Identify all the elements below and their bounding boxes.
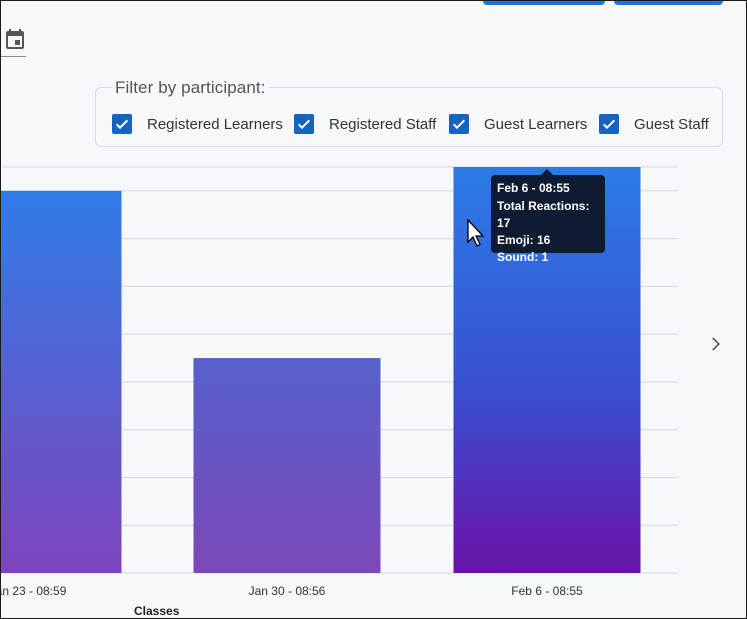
chart-tooltip: Feb 6 - 08:55 Total Reactions: 17 Emoji:…	[491, 169, 605, 264]
x-tick-label: Feb 6 - 08:55	[511, 584, 583, 598]
check-icon	[602, 119, 616, 130]
filter-label: Guest Learners	[484, 115, 588, 133]
checkbox-guest-learners[interactable]	[449, 114, 469, 134]
chart-tick-labels: Jan 23 - 08:59 Jan 30 - 08:56 Feb 6 - 08:5…	[1, 584, 583, 598]
x-tick-label: Jan 23 - 08:59	[1, 584, 67, 598]
calendar-icon[interactable]	[3, 27, 27, 51]
tooltip-title: Feb 6 - 08:55	[497, 181, 570, 195]
filter-guest-staff[interactable]: Guest Staff	[599, 113, 709, 135]
checkbox-registered-learners[interactable]	[112, 114, 132, 134]
filter-label: Registered Learners	[147, 115, 283, 133]
bar-0[interactable]	[1, 190, 122, 573]
filter-label: Registered Staff	[329, 115, 437, 133]
date-field-underline	[1, 56, 26, 57]
check-icon	[452, 119, 466, 130]
x-tick-label: Jan 30 - 08:56	[249, 584, 326, 598]
x-axis-title: Classes	[134, 604, 180, 618]
check-icon	[297, 119, 311, 130]
checkbox-registered-staff[interactable]	[294, 114, 314, 134]
checkbox-guest-staff[interactable]	[599, 114, 619, 134]
chevron-right-icon[interactable]	[705, 334, 725, 354]
top-action-button-1[interactable]	[483, 1, 605, 5]
participant-filter-group	[95, 87, 723, 147]
tooltip-sound: Sound: 1	[497, 250, 549, 264]
tooltip-total: Total Reactions: 17	[497, 199, 590, 230]
filter-guest-learners[interactable]: Guest Learners	[449, 113, 587, 135]
bar-1[interactable]	[193, 358, 381, 573]
filter-registered-staff[interactable]: Registered Staff	[294, 113, 436, 135]
top-action-button-2[interactable]	[614, 1, 723, 5]
filter-label: Guest Staff	[634, 115, 709, 133]
check-icon	[115, 119, 129, 130]
tooltip-emoji: Emoji: 16	[497, 233, 551, 247]
filter-registered-learners[interactable]: Registered Learners	[112, 113, 283, 135]
mouse-cursor-icon	[467, 219, 485, 247]
filter-legend: Filter by participant:	[112, 78, 269, 98]
